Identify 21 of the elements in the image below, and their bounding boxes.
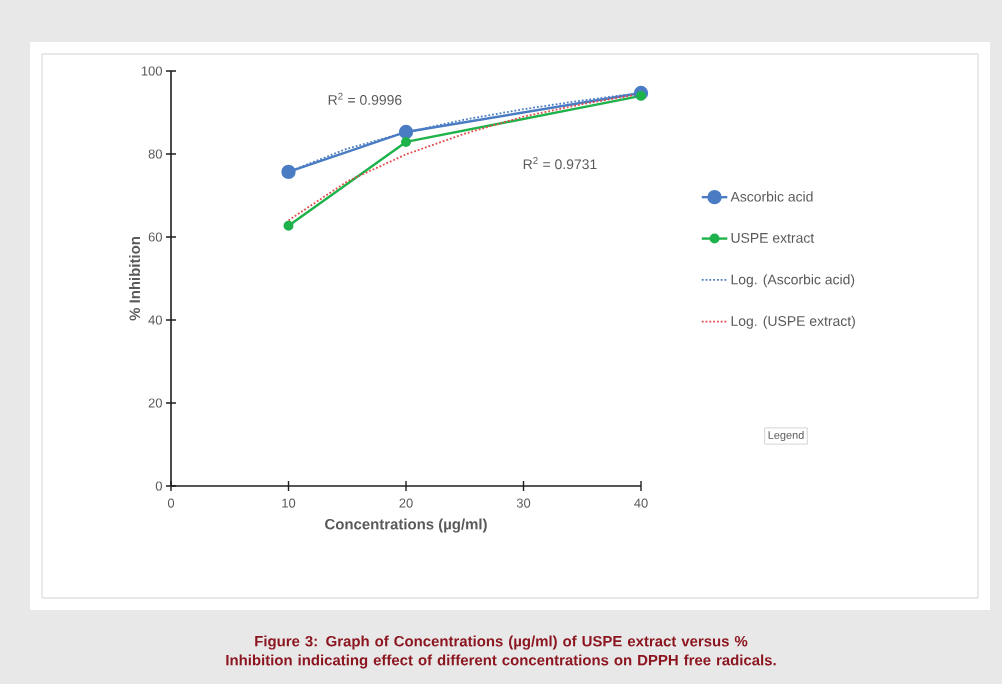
x-tick-label: 10 [282, 498, 296, 508]
text: Legend [768, 430, 804, 442]
y-tick-label: 100 [141, 66, 162, 76]
x-axis-title: Concentrations (µg/ml) [325, 518, 487, 533]
annotation: R$^{2}$ = 0.9996 [328, 92, 402, 105]
y-axis-title: % Inhibition [129, 237, 141, 321]
caption: Figure 3: Graph of Concentrations (µg/ml) of USPE extract versus % Inhibition indicating effect of different concentrations on DPPH free radicals. [226, 635, 776, 669]
x-tick-label: 30 [516, 498, 531, 508]
legend-label: USPE extract [731, 232, 815, 243]
legend-label: Log. (Ascorbic acid) [731, 274, 855, 288]
annotation: R$^{2}$ = 0.9731 [523, 157, 597, 170]
y-tick-label: 60 [148, 232, 162, 242]
x-tick-label: 40 [634, 498, 648, 508]
y-tick-label: 80 [148, 149, 162, 159]
y-tick-label: 0 [155, 481, 162, 491]
y-tick-label: 20 [148, 398, 162, 408]
legend-label: Log. (USPE extract) [731, 315, 855, 329]
y-tick-label: 40 [148, 315, 162, 325]
x-tick-label: 0 [167, 498, 175, 508]
legend-label: Ascorbic acid [730, 191, 813, 202]
x-tick-label: 20 [399, 498, 413, 508]
